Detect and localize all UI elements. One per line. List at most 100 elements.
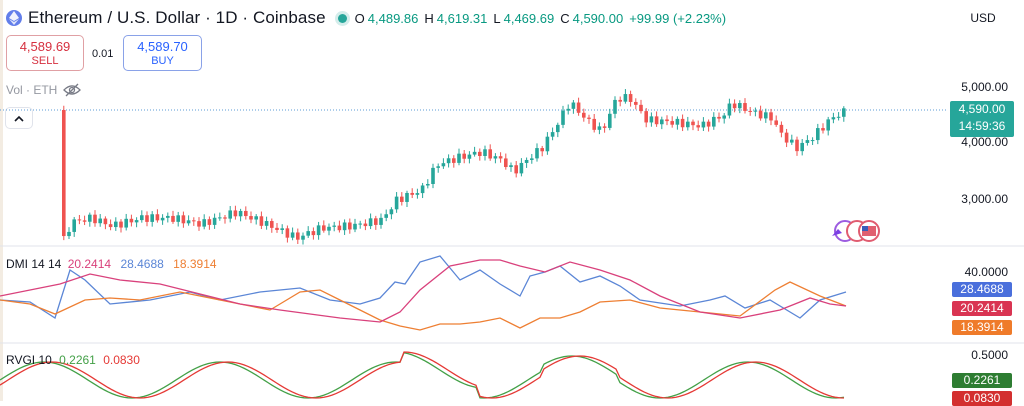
candle-body [353,223,357,230]
ethereum-logo-icon [6,10,22,26]
candle-body [405,192,409,202]
candle-body [602,126,607,128]
candle-body [306,231,310,236]
candle-body [774,120,778,125]
candle-body [576,102,581,113]
candle-body [67,231,71,237]
candle-body [654,116,659,125]
current-price: 4,590.00 [958,102,1006,116]
candle-body [103,218,108,225]
candle-body [181,215,186,224]
candle-body [790,139,794,143]
candle-body [748,110,752,112]
candle-body [717,116,721,119]
candle-body [218,217,222,219]
price-axis-label: 4,000.00 [961,135,1008,149]
candle-body [587,117,591,119]
candle-body [62,110,66,237]
currency-selector[interactable]: USD [970,11,996,25]
candle-body [233,210,238,217]
candle-body [415,193,420,195]
candle-body [758,110,763,119]
collapse-legend-button[interactable] [6,108,32,128]
candle-body [467,154,472,159]
candle-body [400,196,404,202]
volume-legend[interactable]: Vol · ETH [6,83,82,97]
candle-body [686,121,690,128]
candle-body [701,121,706,128]
candle-body [150,214,154,222]
candle-body [296,232,300,240]
rvgi-signal-tag: 0.0830 [952,391,1012,406]
candle-body [342,222,347,231]
rvgi-tag: 0.2261 [952,373,1012,388]
candle-body [628,94,633,102]
dmi-minus-line [0,281,847,331]
rvgi-legend[interactable]: RVGI 10 0.2261 0.0830 [6,353,140,367]
ohlc-high-value: 4,619.31 [436,10,488,26]
candle-body [561,110,565,125]
candle-body [358,223,362,225]
candle-body [337,225,342,231]
candle-body [639,104,643,112]
sell-price: 4,589.69 [19,39,71,54]
candle-body [821,128,825,131]
ohlc-high-label: H [424,10,434,26]
ohlc-close-label: C [560,10,570,26]
candle-body [207,219,212,225]
candle-body [784,132,789,143]
price-axis-label: 5,000.00 [961,80,1008,94]
candle-body [706,121,711,127]
eye-off-icon[interactable] [63,83,82,97]
symbol-title[interactable]: Ethereum / U.S. Dollar · 1D · Coinbase [28,8,326,27]
candle-body [732,103,737,109]
candle-body [238,210,243,217]
candle-body [509,165,513,168]
candle-body [795,139,799,152]
dmi-plus-value: 28.4688 [120,257,164,271]
candle-body [290,232,295,238]
dmi-adx-value: 20.2414 [67,257,112,271]
candle-body [488,149,492,159]
candle-body [764,112,768,119]
candle-body [426,183,430,186]
rvgi-title: RVGI 10 [6,353,52,367]
candle-body [478,151,482,156]
rvgi-line [0,352,845,399]
rvgi-lines [0,351,845,399]
dmi-plus-line [0,255,847,320]
sell-button[interactable]: 4,589.69 SELL [6,35,84,71]
candle-body [842,108,846,117]
news-flags-icon[interactable] [832,220,880,242]
candle-body [441,163,446,167]
rvgi-signal-value: 0.0830 [103,353,140,367]
candle-body [753,110,758,112]
candle-body [114,221,118,228]
candle-body [836,116,841,118]
dmi-plus-tag: 28.4688 [952,282,1012,297]
candle-body [722,115,726,119]
candle-body [301,235,305,240]
dmi-legend[interactable]: DMI 14 14 20.2414 28.4688 18.3914 [6,257,217,271]
candle-body [285,228,290,238]
candle-body [696,125,700,128]
candle-body [530,158,534,160]
candle-body [72,219,76,232]
candle-body [623,94,628,102]
price-axis-label: 3,000.00 [961,192,1008,206]
candle-body [431,167,435,184]
candle-body [691,121,695,126]
chevron-up-icon [14,115,24,122]
candle-body [374,218,378,225]
buy-button[interactable]: 4,589.70 BUY [123,35,202,71]
candle-body [675,118,680,125]
sell-label: SELL [31,55,59,67]
candle-body [519,162,524,174]
candle-body [582,112,586,118]
candle-body [212,217,217,225]
candle-body [535,148,539,159]
rvgi-axis-label: 0.5000 [971,348,1008,362]
candle-body [556,124,560,133]
candle-body [670,121,674,125]
